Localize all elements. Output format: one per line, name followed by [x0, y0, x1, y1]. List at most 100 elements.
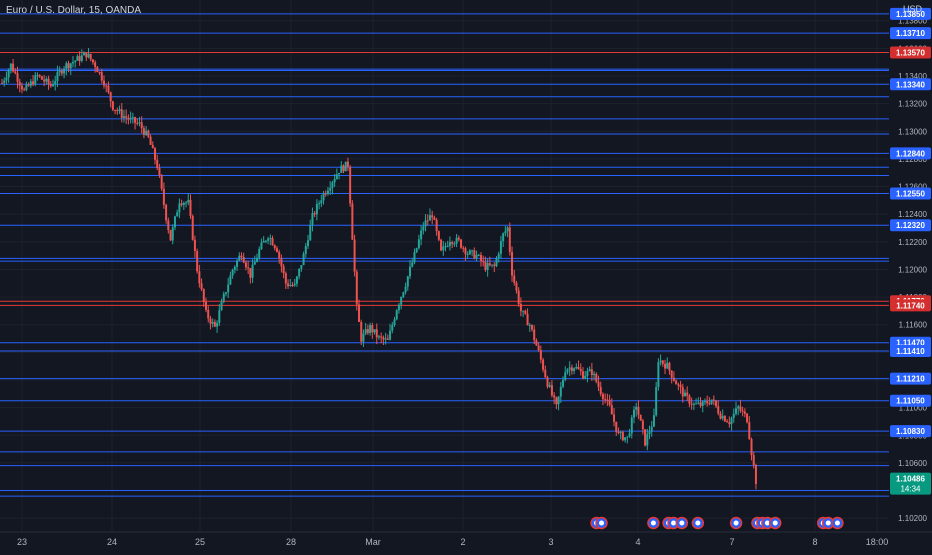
candle-body: [444, 246, 447, 248]
candle-body: [630, 417, 633, 434]
candle-body: [697, 402, 700, 404]
economic-event-flag-dot: [671, 520, 677, 526]
candle-body: [535, 340, 538, 346]
candle-body: [746, 413, 749, 423]
candle-body: [639, 414, 642, 421]
y-tick-label: 1.12000: [898, 265, 927, 274]
candle-body: [528, 324, 531, 326]
candle-body: [377, 336, 380, 338]
candle-body: [47, 78, 50, 85]
x-tick-label: Mar: [365, 537, 381, 547]
price-level-label-bg: [890, 78, 931, 91]
candle-body: [715, 400, 718, 407]
candle-body: [426, 220, 429, 222]
candle-body: [366, 329, 369, 333]
candle-body: [508, 227, 511, 252]
candle-body: [391, 324, 394, 331]
candle-body: [80, 55, 83, 61]
candle-body: [122, 116, 125, 118]
candle-body: [382, 337, 385, 340]
candle-body: [293, 283, 296, 286]
candle-body: [632, 409, 635, 418]
candle-body: [404, 286, 407, 293]
price-level-label-bg: [890, 27, 931, 40]
candle-body: [304, 245, 307, 254]
candle-body: [661, 360, 664, 364]
price-level-label: 1.13710: [896, 29, 925, 38]
candle-body: [548, 385, 551, 387]
candle-body: [71, 62, 74, 64]
candle-body: [730, 417, 733, 425]
candle-body: [431, 215, 434, 218]
candle-body: [672, 377, 675, 381]
candle-body: [120, 109, 123, 118]
candle-body: [262, 241, 265, 243]
candle-body: [462, 247, 465, 249]
candle-body: [413, 252, 416, 263]
price-level-label: 1.11470: [896, 339, 925, 348]
candle-body: [114, 109, 117, 111]
candle-body: [142, 128, 145, 135]
candle-body: [23, 89, 26, 91]
price-level-label-bg: [890, 299, 931, 312]
price-level-label: 1.11210: [896, 375, 925, 384]
candle-body: [517, 290, 520, 304]
candle-body: [353, 239, 356, 272]
candle-body: [3, 80, 6, 83]
candle-body: [384, 338, 387, 340]
candle-body: [278, 251, 281, 259]
candle-body: [87, 53, 90, 58]
candle-body: [579, 369, 582, 372]
candle-body: [497, 253, 500, 259]
candle-body: [27, 84, 30, 86]
candle-body: [371, 325, 374, 333]
y-tick-label: 1.13400: [898, 72, 927, 81]
candle-body: [340, 165, 343, 174]
candle-body: [380, 336, 383, 338]
candle-body: [207, 309, 210, 319]
candle-body: [502, 233, 505, 242]
economic-event-flag-dot: [834, 520, 840, 526]
candle-body: [154, 148, 157, 160]
price-level-label: 1.13850: [896, 10, 925, 19]
candle-body: [56, 72, 59, 82]
candle-body: [238, 255, 241, 261]
candle-body: [666, 362, 669, 369]
candle-body: [659, 360, 662, 363]
x-tick-label: 24: [107, 537, 117, 547]
y-tick-label: 1.11000: [899, 404, 928, 413]
candle-body: [127, 117, 130, 120]
candle-body: [158, 168, 161, 176]
current-price-label-bg: [890, 472, 931, 495]
candle-body: [65, 63, 68, 69]
candle-body: [479, 254, 482, 262]
candle-body: [295, 276, 298, 284]
y-tick-label: 1.12400: [898, 210, 927, 219]
candle-body: [468, 250, 471, 255]
candle-body: [411, 262, 414, 267]
y-tick-label: 1.11600: [899, 321, 928, 330]
candle-body: [530, 324, 533, 330]
candle-body: [289, 284, 292, 286]
candle-body: [601, 394, 604, 400]
candle-body: [664, 363, 667, 369]
candle-body: [52, 84, 55, 87]
candle-body: [140, 122, 143, 129]
candle-body: [67, 63, 70, 69]
candle-body: [205, 301, 208, 310]
candle-body: [187, 199, 190, 203]
candle-body: [165, 204, 168, 221]
y-tick-label: 1.10600: [898, 459, 927, 468]
candle-body: [280, 258, 283, 267]
candle-body: [12, 63, 15, 72]
candle-body: [236, 260, 239, 267]
candle-body: [78, 56, 81, 61]
candle-body: [652, 415, 655, 427]
candle-body: [18, 81, 21, 86]
candle-body: [726, 421, 729, 423]
candle-body: [182, 203, 185, 205]
candle-body: [526, 313, 529, 326]
candle-body: [675, 380, 678, 385]
